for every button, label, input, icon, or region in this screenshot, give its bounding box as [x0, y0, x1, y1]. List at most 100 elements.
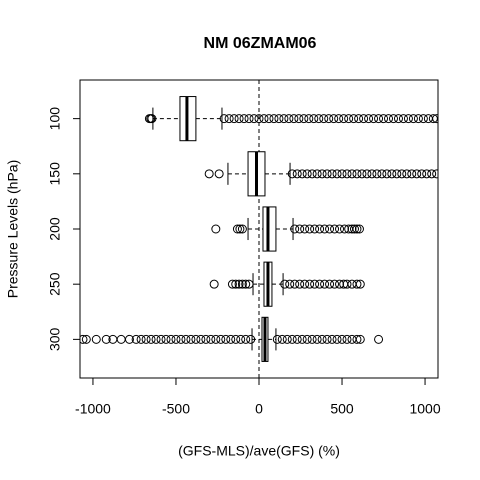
outlier: [206, 334, 216, 344]
plot-area: [80, 80, 438, 378]
outlier: [349, 114, 359, 124]
outlier: [136, 334, 146, 344]
outlier: [232, 224, 242, 234]
outlier: [413, 114, 423, 124]
outlier: [201, 334, 211, 344]
outlier: [310, 224, 320, 234]
outlier: [231, 334, 241, 344]
outlier: [335, 279, 345, 289]
outlier: [226, 334, 236, 344]
outlier: [285, 279, 295, 289]
outlier: [377, 169, 387, 179]
outlier: [264, 114, 274, 124]
outlier: [259, 114, 269, 124]
outlier: [302, 334, 312, 344]
outlier: [315, 224, 325, 234]
outlier: [307, 169, 317, 179]
outlier: [254, 114, 264, 124]
outlier: [417, 169, 427, 179]
outlier: [322, 334, 332, 344]
outlier: [156, 334, 166, 344]
y-tick-label: 100: [47, 107, 63, 131]
outlier: [80, 334, 88, 344]
outlier: [342, 279, 352, 289]
chart-title: NM 06ZMAM06: [204, 35, 317, 52]
outlier: [412, 169, 422, 179]
outlier: [397, 169, 407, 179]
outlier: [299, 114, 309, 124]
outlier: [364, 114, 374, 124]
outlier: [342, 169, 352, 179]
y-tick-label: 150: [47, 162, 63, 186]
outlier: [234, 114, 244, 124]
outlier: [297, 334, 307, 344]
outlier: [302, 169, 312, 179]
outlier: [319, 114, 329, 124]
outlier: [398, 114, 408, 124]
y-axis-label: Pressure Levels (hPa): [5, 160, 21, 299]
outlier: [244, 114, 254, 124]
outlier: [221, 334, 231, 344]
outlier: [344, 114, 354, 124]
outlier: [393, 114, 403, 124]
outlier: [234, 279, 244, 289]
outlier: [186, 334, 196, 344]
outlier: [307, 334, 317, 344]
outlier: [116, 334, 126, 344]
outlier: [292, 334, 302, 344]
outlier: [315, 279, 325, 289]
outlier: [310, 279, 320, 289]
x-tick-label: -500: [162, 401, 190, 417]
outlier: [297, 169, 307, 179]
outlier: [305, 279, 315, 289]
outlier: [352, 279, 362, 289]
outlier: [408, 114, 418, 124]
outlier: [324, 114, 334, 124]
outlier: [231, 279, 241, 289]
outlier: [374, 334, 384, 344]
outlier: [249, 114, 259, 124]
outlier: [359, 114, 369, 124]
outlier: [337, 334, 347, 344]
outlier: [347, 224, 357, 234]
outlier: [274, 114, 284, 124]
outlier: [392, 169, 402, 179]
outlier: [357, 169, 367, 179]
outlier: [325, 224, 335, 234]
outlier: [211, 224, 221, 234]
outlier: [277, 334, 287, 344]
outlier: [427, 169, 437, 179]
outlier: [317, 334, 327, 344]
outlier: [287, 334, 297, 344]
outlier: [332, 169, 342, 179]
x-tick-label: 500: [330, 401, 354, 417]
outlier: [388, 114, 398, 124]
outlier: [209, 279, 219, 289]
outlier: [191, 334, 201, 344]
outlier: [322, 169, 332, 179]
outlier: [422, 169, 432, 179]
outlier: [292, 169, 302, 179]
outlier: [372, 169, 382, 179]
y-tick-label: 200: [47, 217, 63, 241]
outlier: [387, 169, 397, 179]
outlier: [330, 224, 340, 234]
outlier: [332, 334, 342, 344]
outlier: [327, 169, 337, 179]
outlier: [81, 334, 91, 344]
outlier: [235, 224, 245, 234]
outlier: [229, 114, 239, 124]
outlier: [355, 279, 365, 289]
outlier: [294, 114, 304, 124]
outlier: [314, 114, 324, 124]
outlier: [335, 224, 345, 234]
outlier: [407, 169, 417, 179]
outlier: [269, 114, 279, 124]
outlier: [354, 114, 364, 124]
outlier: [196, 334, 206, 344]
outlier: [171, 334, 181, 344]
outlier: [216, 334, 226, 344]
outlier: [382, 169, 392, 179]
outlier: [327, 334, 337, 344]
outlier: [349, 224, 359, 234]
